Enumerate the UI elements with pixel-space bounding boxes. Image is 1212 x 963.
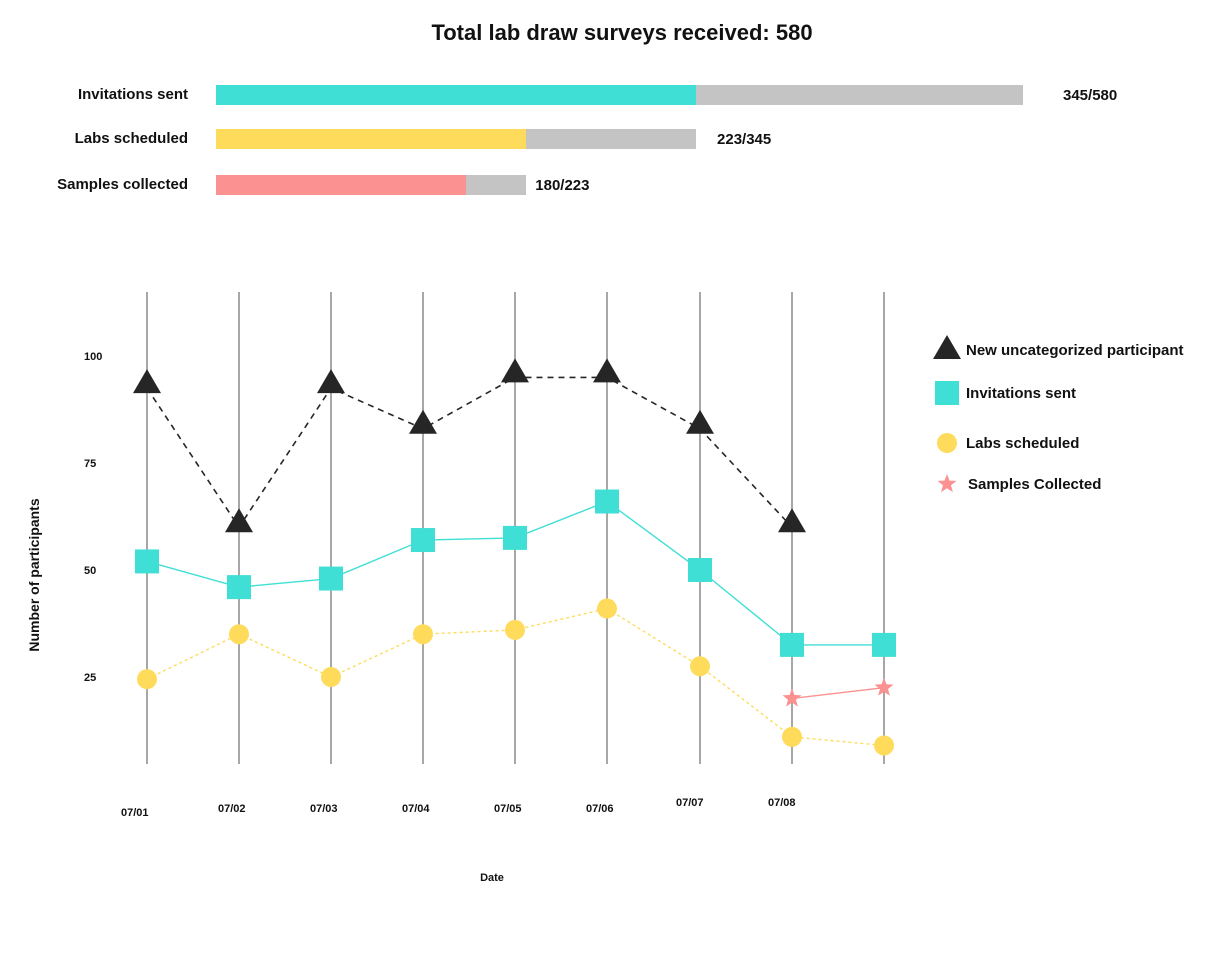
x-tick-label: 07/07 — [676, 797, 704, 809]
progress-label: Labs scheduled — [74, 130, 188, 147]
progress-label: Samples collected — [57, 176, 188, 193]
data-point-triangle — [686, 409, 714, 434]
legend-label: Invitations sent — [966, 385, 1076, 402]
data-point-circle — [229, 624, 249, 645]
progress-track — [216, 85, 1023, 105]
data-point-square — [872, 632, 896, 657]
x-tick-label: 07/08 — [768, 797, 796, 809]
progress-fill — [216, 175, 467, 195]
series-line-star — [791, 687, 885, 700]
progress-value: 223/345 — [717, 131, 772, 148]
data-point-square — [688, 558, 712, 582]
data-point-circle — [137, 669, 157, 690]
data-point-square — [319, 566, 343, 591]
data-point-triangle — [593, 358, 621, 383]
x-tick-label: 07/04 — [402, 803, 430, 815]
data-point-star — [782, 688, 802, 707]
data-point-circle — [413, 624, 433, 645]
progress-label: Invitations sent — [77, 86, 188, 103]
page-title: Total lab draw surveys received: 580 — [431, 20, 813, 45]
data-point-triangle — [225, 508, 253, 533]
x-tick-label: 07/05 — [494, 803, 522, 815]
data-point-triangle — [778, 508, 806, 533]
legend-label: New uncategorized participant — [966, 342, 1184, 359]
data-point-star — [874, 677, 894, 696]
y-tick-label: 25 — [84, 672, 96, 684]
x-tick-label: 07/02 — [218, 803, 246, 815]
legend-square-icon — [935, 381, 959, 405]
data-point-circle — [782, 726, 802, 747]
series-line-triangle — [146, 376, 793, 529]
x-tick-label: 07/01 — [121, 807, 149, 819]
data-point-square — [411, 528, 435, 553]
data-point-square — [135, 549, 159, 574]
y-tick-label: 75 — [84, 458, 96, 470]
data-point-square — [227, 575, 251, 600]
y-axis-label: Number of participants — [26, 498, 42, 651]
data-point-triangle — [409, 409, 437, 434]
data-point-square — [595, 489, 619, 514]
x-tick-label: 07/06 — [586, 803, 614, 815]
progress-value: 180/223 — [535, 177, 590, 194]
data-point-triangle — [133, 369, 161, 394]
data-point-triangle — [501, 358, 529, 383]
legend-triangle-icon — [933, 335, 961, 359]
progress-fill — [216, 85, 697, 105]
x-axis-label: Date — [480, 872, 504, 884]
legend-star-icon — [937, 474, 957, 493]
data-point-triangle — [317, 369, 345, 394]
data-point-square — [503, 525, 527, 550]
data-point-circle — [505, 619, 525, 640]
progress-value: 345/580 — [1063, 87, 1118, 104]
progress-track — [216, 129, 697, 149]
data-point-circle — [874, 735, 894, 756]
progress-track — [216, 175, 527, 195]
data-point-circle — [597, 598, 617, 619]
progress-fill — [216, 129, 527, 149]
legend-circle-icon — [937, 433, 957, 453]
data-point-circle — [321, 667, 341, 687]
y-tick-label: 100 — [84, 351, 102, 363]
data-point-circle — [690, 656, 710, 677]
x-tick-label: 07/03 — [310, 803, 338, 815]
legend-label: Labs scheduled — [966, 435, 1079, 452]
y-tick-label: 50 — [84, 565, 96, 577]
data-point-square — [780, 632, 804, 657]
legend-label: Samples Collected — [968, 476, 1101, 493]
